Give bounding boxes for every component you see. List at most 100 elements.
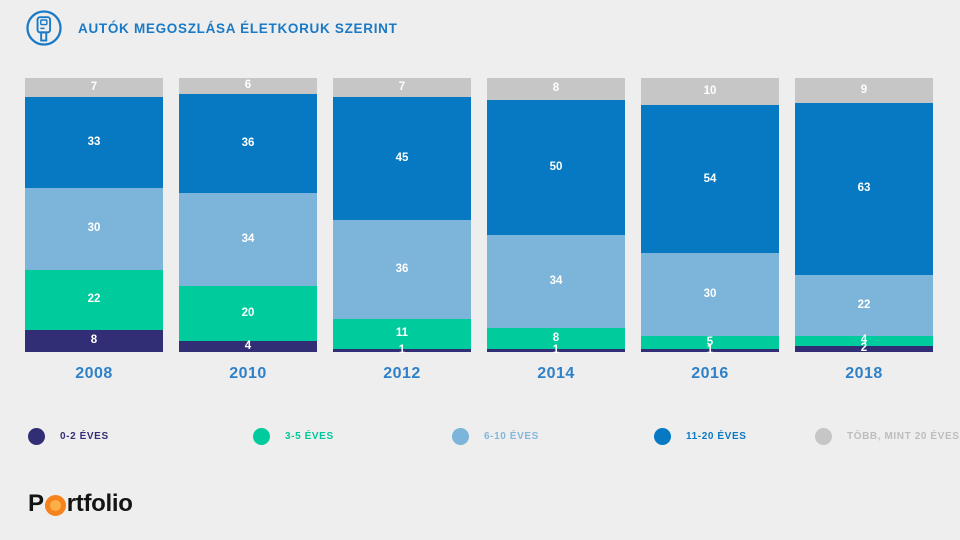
year-label: 2018 [845, 365, 883, 382]
segment-value-label: 9 [860, 83, 868, 96]
bar-segment: 8 [487, 327, 625, 350]
segment-value-label: 36 [241, 137, 255, 149]
legend-item: 6-10 ÉVES [452, 428, 539, 445]
legend: 0-2 ÉVES 3-5 ÉVES 6-10 ÉVES 11-20 ÉVES TÖBB,… [0, 428, 960, 448]
bar-segment: 36 [179, 94, 317, 194]
segment-value-label: 45 [395, 152, 409, 165]
bar-segment: 36 [333, 220, 471, 320]
segment-value-label: 5 [706, 335, 714, 348]
segment-value-label: 63 [857, 182, 871, 195]
legend-dot-icon [28, 428, 45, 445]
segment-value-label: 36 [395, 263, 409, 276]
bar-segment: 30 [641, 253, 779, 336]
stacked-bar: 10 54 30 5 1 [641, 78, 779, 355]
legend-label: 3-5 ÉVES [285, 431, 334, 442]
bar-segment: 1 [641, 344, 779, 355]
year-label: 2016 [691, 365, 729, 382]
bar-column-2018: 9 63 22 4 2 2018 [795, 78, 933, 383]
segment-value-label: 6 [244, 79, 252, 92]
legend-item: 11-20 ÉVES [654, 428, 746, 445]
bar-segment: 7 [25, 78, 163, 98]
bar-segment: 2 [795, 343, 933, 354]
segment-value-label: 22 [857, 298, 871, 311]
segment-value-label: 8 [90, 334, 98, 347]
bar-segment: 1 [333, 344, 471, 355]
bar-segment: 34 [487, 235, 625, 328]
legend-label: TÖBB, MINT 20 ÉVES [847, 431, 960, 442]
segment-value-label: 1 [706, 343, 714, 356]
legend-label: 0-2 ÉVES [60, 431, 109, 442]
bar-segment: 33 [25, 97, 163, 188]
logo-circle-icon [44, 494, 66, 516]
bar-column-2014: 8 50 34 8 1 2014 [487, 78, 625, 383]
portfolio-logo: P rtfolio [28, 490, 133, 518]
segment-value-label: 34 [549, 274, 563, 287]
legend-label: 6-10 ÉVES [484, 431, 539, 442]
bar-segment: 22 [795, 275, 933, 336]
segment-value-label: 30 [87, 221, 101, 234]
stacked-bar: 7 33 30 22 8 [25, 78, 163, 352]
segment-value-label: 1 [552, 343, 560, 356]
segment-value-label: 50 [549, 160, 563, 173]
bar-segment: 9 [795, 78, 933, 103]
legend-item: 0-2 ÉVES [28, 428, 109, 445]
stacked-bar: 7 45 36 11 1 [333, 78, 471, 355]
legend-dot-icon [452, 428, 469, 445]
legend-item: 3-5 ÉVES [253, 428, 334, 445]
segment-value-label: 7 [398, 80, 406, 93]
bar-segment: 63 [795, 102, 933, 276]
bar-segment: 45 [333, 97, 471, 221]
bar-segment: 5 [641, 335, 779, 350]
bar-segment: 4 [179, 339, 317, 352]
bar-segment: 6 [179, 78, 317, 95]
segment-value-label: 8 [552, 82, 560, 95]
chart: 7 33 30 22 8 2008 6 36 34 20 4 2010 7 45 36 11 1 2012 8 50 3… [25, 78, 933, 383]
bar-segment: 4 [795, 334, 933, 347]
bar-segment: 34 [179, 193, 317, 287]
bar-segment: 11 [333, 319, 471, 350]
legend-label: 11-20 ÉVES [686, 431, 747, 442]
segment-value-label: 10 [703, 84, 717, 97]
bar-segment: 10 [641, 78, 779, 106]
segment-value-label: 8 [552, 331, 560, 344]
segment-value-label: 4 [244, 339, 252, 352]
legend-dot-icon [815, 428, 832, 445]
year-label: 2008 [75, 365, 113, 382]
segment-value-label: 34 [241, 232, 255, 245]
stacked-bar: 9 63 22 4 2 [795, 78, 933, 354]
legend-item: TÖBB, MINT 20 ÉVES [815, 428, 960, 445]
logo-text-suffix: rtfolio [66, 490, 133, 517]
year-label: 2014 [537, 365, 575, 382]
segment-value-label: 30 [703, 287, 717, 300]
bar-segment: 22 [25, 269, 163, 331]
logo-text-prefix: P [28, 490, 44, 517]
bar-column-2010: 6 36 34 20 4 2010 [179, 78, 317, 383]
bar-segment: 20 [179, 286, 317, 342]
bar-segment: 1 [487, 344, 625, 355]
segment-value-label: 11 [395, 327, 409, 340]
header: AUTÓK MEGOSZLÁSA ÉLETKORUK SZERINT [25, 9, 398, 47]
legend-dot-icon [654, 428, 671, 445]
bar-segment: 8 [25, 330, 163, 352]
bar-column-2008: 7 33 30 22 8 2008 [25, 78, 163, 383]
bar-segment: 8 [487, 78, 625, 100]
segment-value-label: 54 [703, 172, 717, 185]
bar-segment: 7 [333, 78, 471, 98]
page-title: AUTÓK MEGOSZLÁSA ÉLETKORUK SZERINT [78, 20, 398, 36]
segment-value-label: 22 [87, 293, 101, 306]
segment-value-label: 7 [90, 80, 98, 93]
segment-value-label: 20 [241, 306, 255, 319]
bar-segment: 54 [641, 105, 779, 254]
bar-segment: 30 [25, 187, 163, 270]
segment-value-label: 2 [860, 342, 868, 355]
year-label: 2012 [383, 365, 421, 382]
year-label: 2010 [229, 365, 267, 382]
segment-value-label: 33 [87, 135, 101, 148]
car-key-icon [26, 10, 62, 46]
legend-dot-icon [253, 428, 270, 445]
bar-segment: 50 [487, 99, 625, 236]
stacked-bar: 8 50 34 8 1 [487, 78, 625, 355]
stacked-bar: 6 36 34 20 4 [179, 78, 317, 352]
segment-value-label: 4 [860, 334, 868, 347]
